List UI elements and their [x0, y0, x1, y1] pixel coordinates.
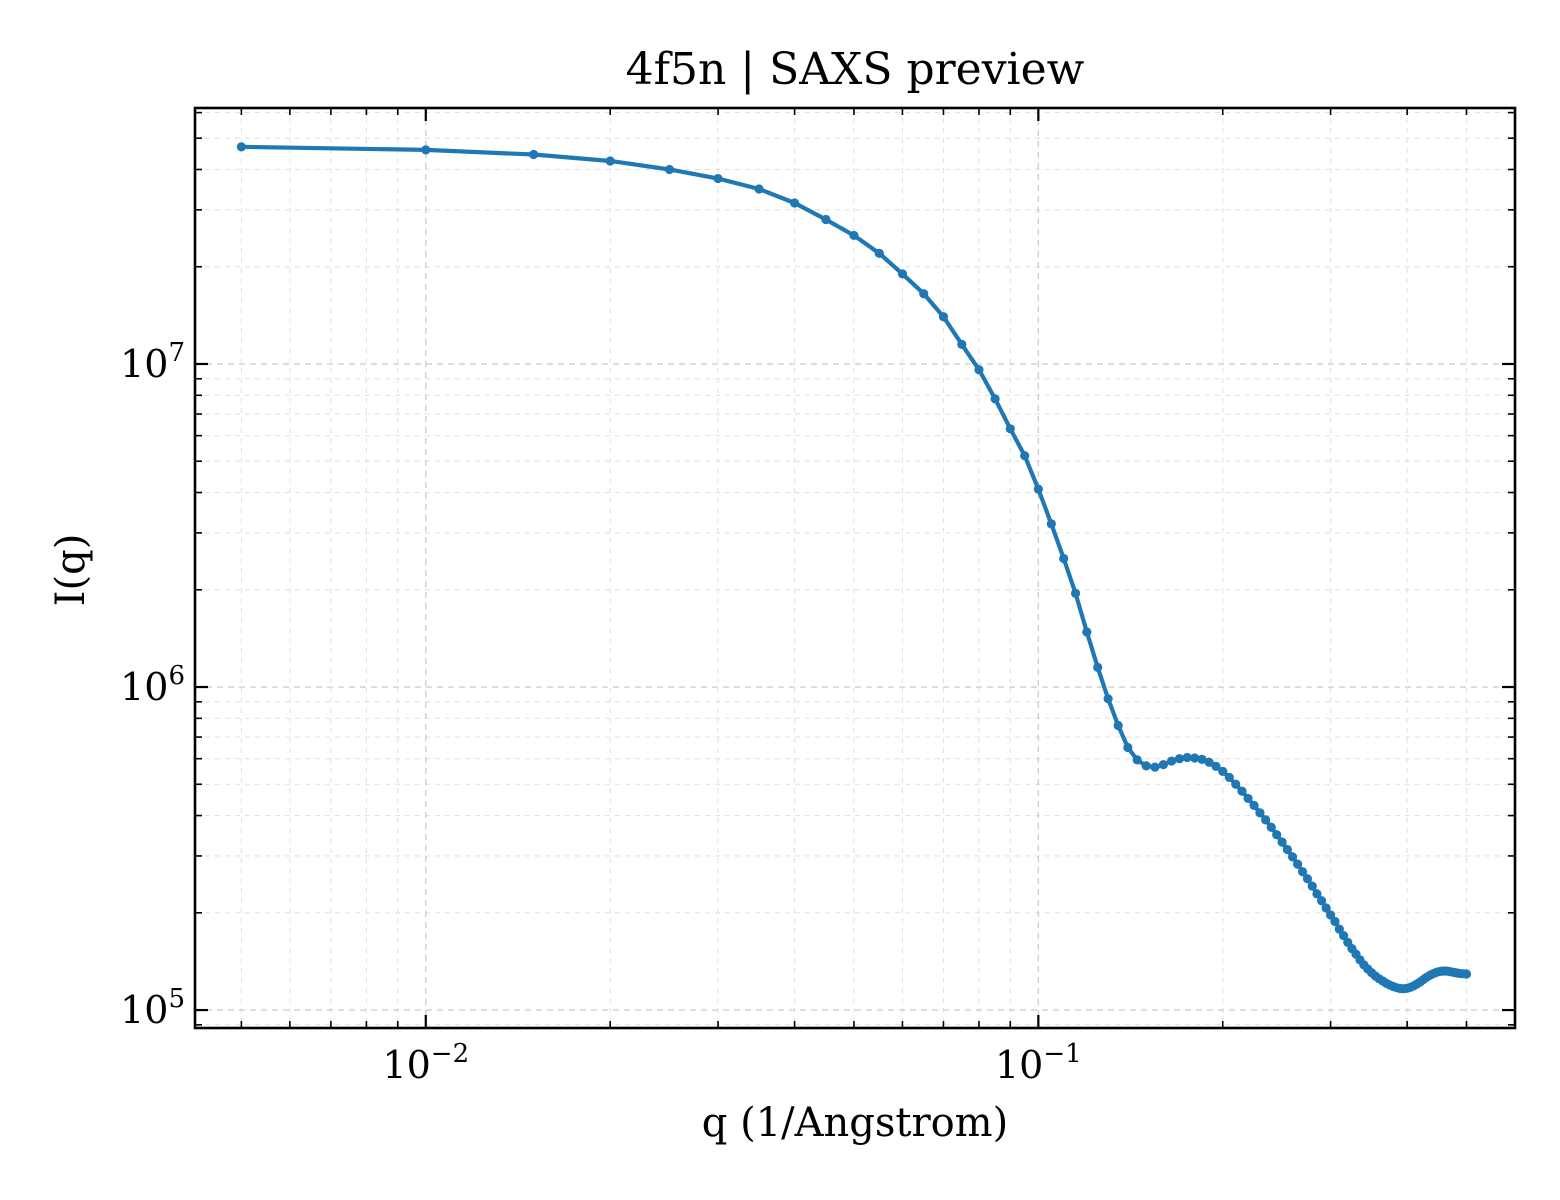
data-point	[1282, 844, 1292, 855]
data-point	[1287, 852, 1298, 862]
data-point	[1158, 760, 1168, 770]
x-axis-label: q (1/Angstrom)	[702, 1100, 1008, 1146]
data-point	[1224, 772, 1234, 783]
data-point	[1321, 903, 1331, 913]
data-point	[919, 289, 929, 299]
data-point	[1132, 755, 1142, 765]
minor-grid	[195, 108, 1515, 1028]
data-point	[1005, 424, 1015, 434]
data-point	[1218, 766, 1228, 777]
series-layer	[236, 142, 1472, 994]
data-point	[897, 269, 908, 279]
data-point	[1312, 889, 1322, 899]
data-point	[1197, 754, 1207, 764]
data-point	[1103, 694, 1113, 704]
data-point	[1261, 815, 1271, 825]
data-point	[1033, 484, 1043, 494]
data-point	[754, 184, 764, 194]
chart-title: 4f5n | SAXS preview	[626, 44, 1085, 95]
y-tick-label: 106	[120, 661, 185, 709]
data-point	[421, 145, 431, 155]
data-point	[1190, 753, 1200, 763]
y-axis-label: I(q)	[48, 534, 94, 607]
data-point	[1326, 910, 1336, 920]
data-point	[874, 248, 884, 258]
data-point	[1082, 627, 1092, 637]
tick-labels: 10−2 10−1 105 106 107	[120, 338, 1082, 1087]
data-point	[1307, 881, 1317, 891]
data-point	[1461, 969, 1472, 979]
data-point	[1297, 867, 1308, 877]
data-point	[789, 198, 800, 208]
x-tick-label: 10−1	[995, 1039, 1082, 1087]
data-point	[974, 365, 984, 375]
data-point	[1046, 519, 1056, 529]
data-point	[664, 164, 675, 175]
data-point	[1113, 720, 1123, 731]
plot-frame	[193, 106, 1517, 1030]
data-point	[1150, 762, 1160, 772]
data-point	[1211, 761, 1221, 771]
data-point	[1231, 779, 1241, 789]
plot-background	[195, 108, 1515, 1028]
data-point	[236, 142, 246, 152]
data-point	[529, 149, 539, 160]
y-tick-label: 105	[120, 984, 185, 1032]
data-point	[1174, 754, 1185, 764]
data-point	[1020, 451, 1030, 461]
data-point	[1330, 916, 1340, 927]
data-point	[849, 230, 859, 241]
data-point	[957, 339, 967, 349]
data-point	[1266, 822, 1276, 832]
x-tick-label: 10−2	[382, 1039, 469, 1087]
data-point	[938, 312, 949, 322]
data-point	[1237, 786, 1247, 796]
data-point	[1204, 757, 1214, 767]
data-point	[1272, 830, 1282, 840]
data-point	[1293, 859, 1303, 869]
y-tick-label: 107	[120, 338, 185, 386]
data-point	[1093, 662, 1103, 673]
major-grid	[195, 108, 1515, 1028]
data-point	[713, 173, 723, 184]
data-point	[1182, 752, 1192, 763]
data-point	[990, 394, 1000, 404]
data-point	[1166, 756, 1177, 766]
data-point	[605, 156, 615, 166]
data-point	[1255, 808, 1265, 818]
data-point	[1338, 931, 1349, 941]
data-point	[1302, 874, 1313, 884]
data-point	[1249, 800, 1259, 811]
data-point	[1277, 837, 1287, 847]
data-point	[1070, 588, 1081, 598]
data-point	[1059, 553, 1069, 564]
data-point	[1243, 793, 1253, 804]
data-point	[1316, 896, 1327, 906]
data-point	[1123, 742, 1133, 753]
data-point	[1141, 761, 1151, 771]
data-point	[821, 214, 831, 225]
